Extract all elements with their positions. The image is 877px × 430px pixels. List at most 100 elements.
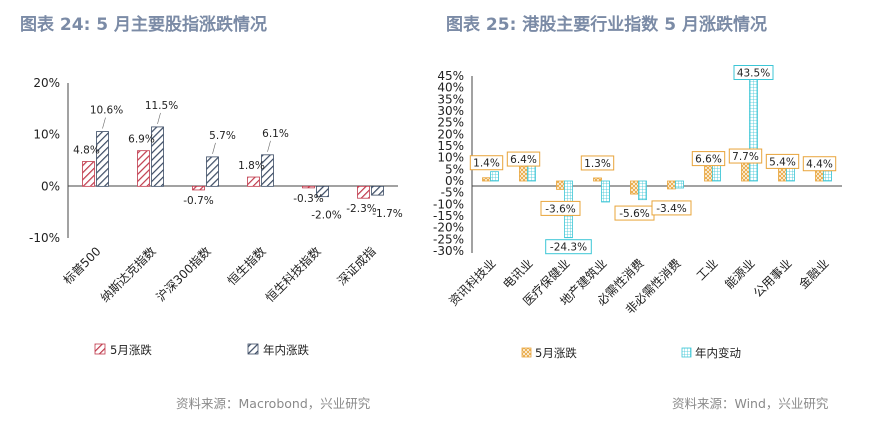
bar-series-1	[667, 180, 676, 190]
legend-label-series-1: 5月涨跌	[535, 346, 577, 360]
data-label: -0.7%	[183, 195, 213, 207]
label-leader	[267, 140, 271, 152]
label-leader	[102, 117, 106, 129]
bar-series-1	[357, 185, 370, 199]
data-label: 1.4%	[473, 158, 500, 170]
y-tick-label: 20%	[33, 76, 60, 90]
data-label-box	[728, 148, 763, 164]
data-label-box	[802, 156, 837, 172]
bar-series-2	[151, 126, 164, 187]
data-label: 6.6%	[695, 154, 722, 166]
label-leader	[157, 112, 161, 124]
chart-title: 图表 24: 5 月主要股指涨跌情况	[20, 14, 267, 35]
category-label: 标普500	[61, 244, 104, 287]
data-label: 1.8%	[238, 160, 265, 172]
data-label: 6.4%	[510, 154, 537, 166]
category-label: 恒生指数	[224, 244, 269, 289]
bar-series-1	[741, 162, 750, 182]
data-label: 1.3%	[584, 158, 611, 170]
data-label: 4.4%	[806, 159, 833, 171]
bar-series-2	[675, 180, 684, 189]
data-label: 10.6%	[90, 105, 123, 117]
y-tick-label: 10%	[33, 128, 60, 142]
category-label: 资讯科技业	[446, 256, 498, 308]
bar-series-2	[261, 154, 274, 187]
category-label: 沪深300指数	[153, 244, 214, 305]
category-label: 纳斯达克指数	[97, 244, 159, 306]
data-label-box	[506, 151, 541, 167]
bar-series-1	[137, 150, 150, 187]
data-label: -24.3%	[550, 242, 587, 254]
bar-series-2	[527, 164, 536, 182]
bar-series-1	[482, 177, 491, 182]
bar-series-1	[192, 185, 205, 191]
data-label-box	[651, 200, 692, 216]
category-label: 电讯业	[500, 256, 535, 291]
bar-series-2	[316, 185, 329, 198]
bar-series-2	[601, 180, 610, 203]
data-label: -3.6%	[545, 203, 575, 215]
y-tick-label: 0%	[41, 179, 60, 193]
data-label: 5.4%	[769, 156, 796, 168]
bar-series-1	[630, 180, 639, 195]
chart-hk-sectors: 图表 25: 港股主要行业指数 5 月涨跌情况 45%40%35%30%25%2…	[433, 14, 842, 411]
bar-series-1	[778, 167, 787, 182]
data-label-box	[545, 239, 592, 255]
category-label: 能源业	[722, 256, 757, 291]
y-tick-label: -5%	[441, 186, 464, 200]
bar-series-1	[815, 170, 824, 182]
y-tick-label: -20%	[433, 221, 464, 235]
legend-swatch-series-2	[681, 347, 692, 358]
category-label: 恒生科技指数	[262, 244, 324, 306]
legend: 5月涨跌 年内变动	[521, 346, 741, 360]
y-tick-label: -15%	[433, 209, 464, 223]
bar-series-2	[96, 131, 109, 187]
bar-series-2	[712, 164, 721, 182]
label-leader	[212, 142, 216, 154]
y-tick-label: 40%	[437, 81, 464, 95]
category-label: 公用事业	[751, 256, 795, 300]
chart-indices: 图表 24: 5 月主要股指涨跌情况 20% 10% 0% -10% 4.8% 10.6…	[20, 14, 403, 411]
legend-swatch-series-1	[521, 347, 532, 358]
data-label: -3.4%	[656, 203, 686, 215]
bar-series-1	[556, 180, 565, 190]
data-label: 11.5%	[145, 100, 178, 112]
source-note: 资料来源：Macrobond，兴业研究	[176, 396, 371, 411]
y-tick-label: 35%	[437, 92, 464, 106]
bar-series-2	[749, 79, 758, 182]
y-tick-label: -25%	[433, 232, 464, 246]
data-label: -2.0%	[311, 210, 341, 222]
data-label: 7.7%	[732, 151, 759, 163]
bar-series-1	[247, 176, 260, 187]
bar-series-2	[206, 156, 219, 187]
legend-label-series-2: 年内变动	[695, 346, 741, 360]
data-label: -5.6%	[619, 208, 649, 220]
y-tick-label: 0%	[445, 174, 464, 188]
bar-series-2	[490, 171, 499, 182]
bar-series-1	[82, 161, 95, 187]
data-label: 6.1%	[262, 128, 289, 140]
bar-series-1	[593, 177, 602, 182]
data-label: -1.7%	[372, 208, 402, 220]
bar-series-1	[704, 165, 713, 182]
y-tick-label: 45%	[437, 69, 464, 83]
bar-series-2	[638, 180, 647, 201]
data-label: -2.3%	[346, 203, 376, 215]
data-label: 6.9%	[128, 134, 155, 146]
y-tick-label: 5%	[445, 162, 464, 176]
data-label-box	[765, 153, 800, 169]
y-tick-label: -30%	[433, 244, 464, 258]
legend-label-series-1: 5月涨跌	[110, 343, 152, 357]
chart-title: 图表 25: 港股主要行业指数 5 月涨跌情况	[446, 14, 767, 35]
category-label: 深证成指	[334, 244, 379, 289]
data-label-box	[580, 155, 615, 171]
data-label-box	[540, 200, 581, 216]
bar-series-1	[519, 165, 528, 182]
bar-series-1	[302, 185, 315, 189]
data-label: 43.5%	[737, 68, 770, 80]
data-label: 4.8%	[73, 145, 100, 157]
category-label: 金融业	[796, 256, 832, 292]
legend-swatch-series-1	[94, 343, 106, 355]
y-tick-label: -10%	[433, 197, 464, 211]
data-label: 5.7%	[209, 130, 236, 142]
